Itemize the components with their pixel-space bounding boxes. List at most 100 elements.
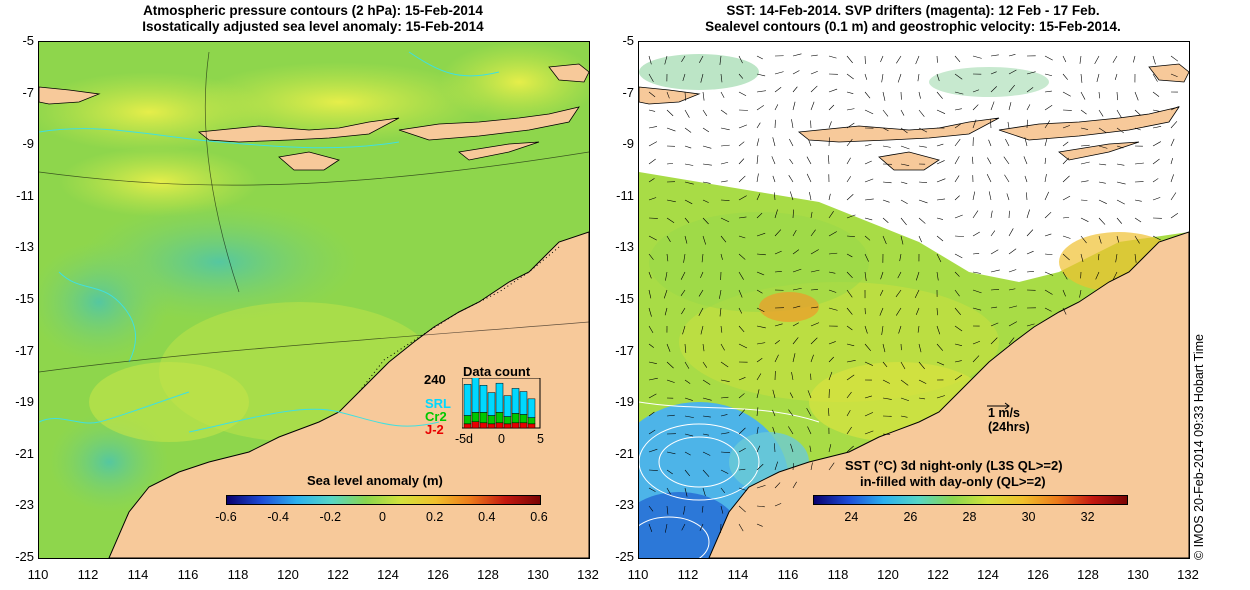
left-y-tick: -11 [16,187,34,203]
velocity-arrow [915,271,920,281]
left-x-tick: 116 [177,567,199,582]
velocity-arrow [791,371,794,381]
velocity-arrow [846,445,854,453]
inset-bar-j2 [487,423,496,429]
velocity-arrow [810,229,816,237]
velocity-arrow [684,199,693,205]
velocity-arrow [846,157,851,165]
velocity-arrow [680,271,686,280]
velocity-arrow [1152,55,1156,65]
velocity-arrow [738,235,746,239]
velocity-arrow [1152,126,1162,129]
velocity-arrow [756,253,766,256]
inset-bar-srl [495,382,504,413]
velocity-arrow [684,109,690,118]
velocity-arrow [1134,109,1142,116]
inset-bar-srl [503,395,512,417]
velocity-arrow [810,85,818,93]
left-x-tick: 130 [527,567,549,582]
velocity-arrow [918,343,922,353]
left-x-tick: 128 [477,567,499,582]
velocity-arrow [917,325,920,333]
left-colorbar-tick: 0.4 [478,510,496,524]
velocity-arrow [719,289,722,299]
velocity-arrow [879,307,884,316]
velocity-arrow [954,108,962,111]
inset-bar-cr2 [503,416,512,425]
velocity-arrow [954,235,964,237]
velocity-arrow [684,397,693,401]
velocity-arrow [1116,145,1124,149]
velocity-arrow [1008,69,1017,75]
velocity-arrow [954,55,961,63]
left-y-tick: -25 [15,549,34,564]
velocity-arrow [1116,91,1118,101]
velocity-arrow [680,289,686,296]
velocity-arrow [846,307,853,315]
velocity-arrow [666,379,675,383]
velocity-arrow [738,158,745,165]
inset-bar-srl [511,388,520,414]
velocity-arrow [846,194,854,201]
velocity-arrow [756,55,763,60]
right-colorbar-tick: 24 [844,510,859,524]
right-colorbar-tick: 32 [1080,510,1095,524]
left-y-tick: -15 [15,291,34,306]
velocity-arrow [915,55,920,65]
velocity-arrow [809,191,812,201]
velocity-arrow [954,289,960,297]
velocity-arrow [648,158,656,165]
velocity-arrow [702,127,710,133]
velocity-arrow [1114,73,1118,80]
velocity-arrow [1008,321,1018,327]
right-colorbar-tick: 28 [962,510,977,524]
right-colorbar-title-line2: in-filled with day-only (QL>=2) [860,474,1046,489]
left-sea-level-map [38,41,590,559]
velocity-arrow [1006,193,1010,201]
velocity-arrow [1170,121,1178,129]
velocity-arrow [720,109,728,115]
velocity-arrow [918,361,925,370]
velocity-arrow [792,86,798,93]
velocity-arrow [738,307,743,314]
velocity-arrow [774,209,778,219]
left-x-tick: 114 [127,567,149,582]
velocity-arrow [1044,307,1052,312]
velocity-arrow [954,138,961,147]
velocity-arrow [756,407,759,417]
left-title-line2: Isostatically adjusted sea level anomaly… [142,19,484,34]
velocity-arrow [828,462,835,471]
velocity-arrow [895,289,902,298]
velocity-arrow [702,235,706,245]
velocity-arrow [792,353,796,363]
velocity-arrow [1062,216,1070,219]
velocity-arrow [1112,271,1118,281]
velocity-arrow [756,523,763,527]
inset-bar-srl [527,398,536,418]
velocity-arrow [899,253,902,262]
velocity-arrow [788,175,794,183]
velocity-arrow [1170,174,1174,183]
velocity-arrow [1004,174,1010,183]
right-colorbar [813,495,1128,505]
velocity-arrow [756,155,759,165]
velocity-arrow [666,109,674,117]
imos-credit: © IMOS 20-Feb-2014 09:33 Hobart Time [1192,334,1206,560]
velocity-arrow [882,235,887,245]
inset-bar-cr2 [511,413,520,424]
velocity-arrow [701,505,704,513]
velocity-arrow [954,214,963,219]
velocity-arrow [792,268,802,273]
velocity-arrow [702,415,711,418]
inset-x-prefix: d [466,432,473,446]
velocity-arrow [772,409,776,417]
velocity-arrow [846,91,854,94]
velocity-arrow [774,323,783,327]
velocity-arrow [864,361,873,366]
velocity-arrow [719,307,722,317]
velocity-arrow [972,191,976,201]
velocity-arrow [828,271,836,274]
velocity-arrow [990,210,993,219]
velocity-arrow [663,289,668,299]
velocity-arrow [881,73,884,83]
